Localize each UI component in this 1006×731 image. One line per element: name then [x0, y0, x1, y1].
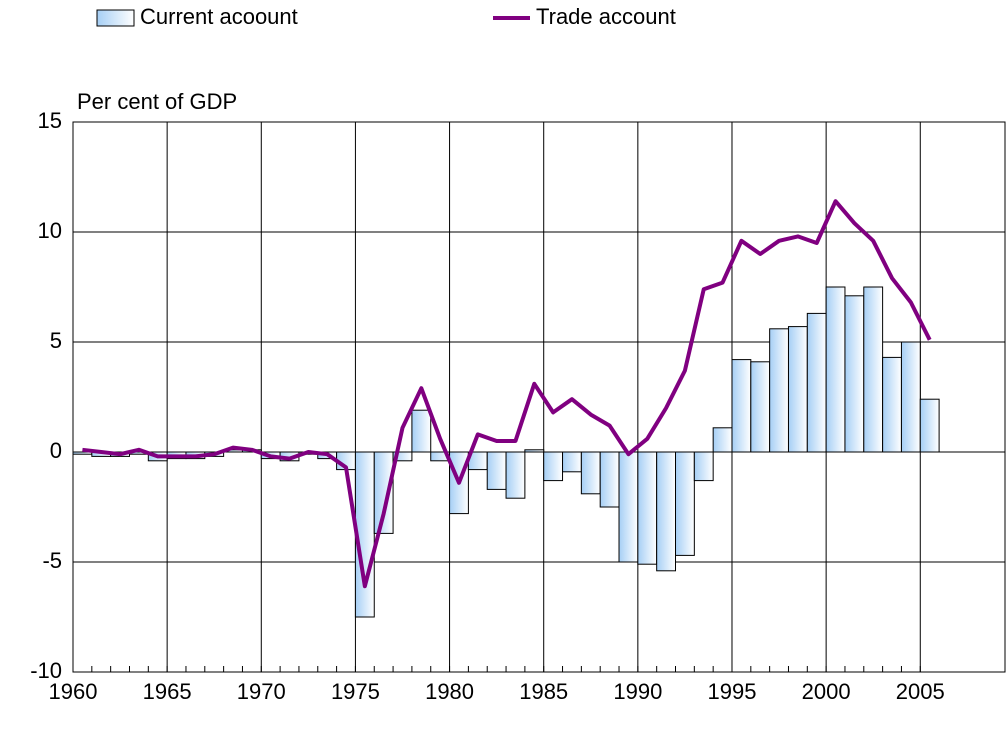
- bar: [844, 295, 865, 453]
- bar: [693, 451, 714, 482]
- bar: [505, 451, 526, 499]
- x-tick-label: 1990: [613, 679, 662, 704]
- x-tick-label: 2005: [896, 679, 945, 704]
- y-tick-label: 10: [38, 218, 62, 243]
- bar: [675, 451, 695, 556]
- bar: [411, 409, 432, 453]
- bar: [919, 398, 940, 453]
- bar: [580, 451, 601, 495]
- bar: [562, 451, 582, 473]
- bar: [712, 427, 733, 453]
- bar: [524, 449, 545, 453]
- legend-swatch: [96, 9, 135, 27]
- bar: [825, 286, 846, 453]
- bar: [750, 361, 771, 453]
- y-tick-label: 15: [38, 108, 62, 133]
- bar: [543, 451, 564, 482]
- y-tick-label: -10: [30, 658, 62, 683]
- bar: [787, 326, 808, 453]
- x-tick-label: 1980: [425, 679, 474, 704]
- x-tick-label: 1970: [237, 679, 286, 704]
- x-tick-label: 1975: [331, 679, 380, 704]
- bar: [637, 451, 658, 565]
- bar: [486, 451, 507, 490]
- y-axis-label: Per cent of GDP: [77, 89, 237, 114]
- bar: [863, 286, 884, 453]
- line: [82, 199, 932, 589]
- bar: [599, 451, 620, 508]
- bar: [373, 451, 394, 534]
- bar: [900, 341, 921, 453]
- x-tick-label: 1985: [519, 679, 568, 704]
- x-tick-label: 1995: [708, 679, 757, 704]
- y-tick-label: -5: [42, 548, 62, 573]
- bar: [806, 312, 827, 453]
- y-tick-label: 0: [50, 438, 62, 463]
- bar: [392, 451, 413, 462]
- bar: [731, 359, 752, 453]
- plot-frame: [72, 121, 1006, 673]
- bar: [882, 356, 902, 453]
- y-tick-label: 5: [50, 328, 62, 353]
- bar: [618, 451, 639, 563]
- legend-label: Trade account: [536, 4, 676, 29]
- x-tick-label: 2000: [802, 679, 851, 704]
- legend-label: Current acoount: [140, 4, 298, 29]
- x-tick-label: 1960: [49, 679, 98, 704]
- bar: [769, 328, 789, 453]
- x-tick-label: 1965: [143, 679, 192, 704]
- bar: [656, 451, 677, 572]
